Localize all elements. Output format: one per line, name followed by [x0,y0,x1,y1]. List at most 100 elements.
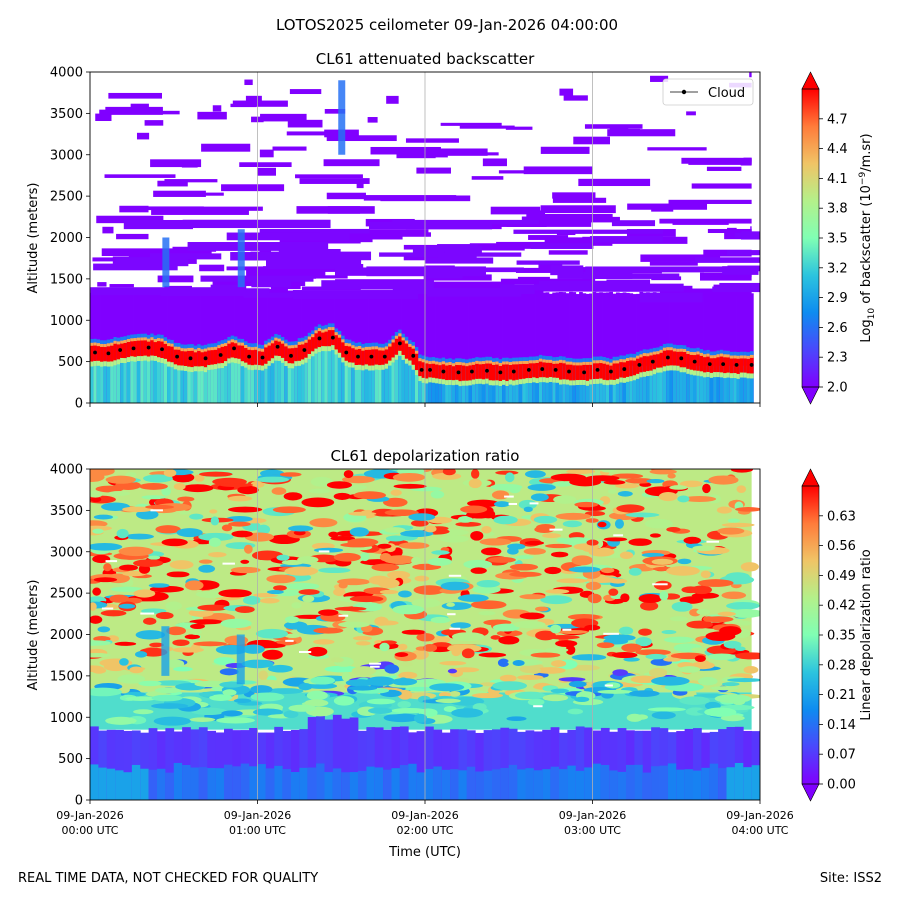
depolarization-surface-cell [332,768,342,800]
backscatter-cloud-cell [391,340,396,358]
backscatter-cloud-edge [562,360,567,364]
backscatter-noise-streak [686,111,696,116]
depolarization-surface-cell [542,769,552,800]
backscatter-surface-cell [418,365,423,403]
backscatter-halo-cell [344,339,349,345]
backscatter-noise-streak [426,153,448,158]
backscatter-halo-cell [562,356,567,362]
backscatter-surface-cell [746,365,751,403]
backscatter-transition-cell [257,364,262,371]
backscatter-bl-cell [646,292,650,403]
backscatter-transition-cell [609,378,613,385]
depolarization-texture [649,667,668,678]
backscatter-cloud-cell [662,348,667,367]
depolarization-bl-cell [508,728,518,800]
depolarization-texture [393,483,427,489]
backscatter-cloud-edge [224,343,228,347]
depolarization-texture [691,592,720,599]
cloud-base-point [203,356,208,361]
backscatter-ytick-label: 2000 [50,231,83,246]
depolarization-surface-cell [508,764,518,800]
backscatter-cloud-edge [659,349,664,353]
depolarization-texture [628,567,642,576]
backscatter-surface-cell [552,365,557,403]
depolarization-texture [333,588,346,597]
backscatter-noise-streak [490,206,541,215]
depolarization-texture [663,657,682,662]
depolarization-texture [494,501,510,508]
backscatter-cloud-edge [187,347,191,351]
backscatter-surface-cell [153,355,158,403]
backscatter-halo-cell [364,343,369,349]
depolarization-texture [562,520,583,528]
backscatter-transition-cell [646,370,650,377]
backscatter-cloud-edge [136,337,141,341]
backscatter-noise-streak [431,148,488,156]
backscatter-transition-cell [217,362,222,369]
backscatter-halo-cell [100,340,104,346]
depolarization-texture [209,509,218,514]
backscatter-transition-cell [569,379,573,386]
depolarization-texture [291,602,302,609]
depolarization-texture [523,506,533,513]
depolarization-texture [135,651,148,658]
backscatter-cloud-cell [495,362,500,381]
backscatter-halo-cell [552,357,557,363]
backscatter-transition-cell [153,355,158,361]
depolarization-texture [326,481,353,489]
cloud-base-point [317,336,322,341]
depolarization-surface-cell [659,765,669,800]
depolarization-ytick-label: 2500 [50,587,83,602]
cloud-base-point [692,359,697,364]
backscatter-transition-cell [575,379,580,386]
backscatter-cloud-edge [743,355,747,359]
backscatter-surface-cell [632,365,637,403]
backscatter-halo-cell [260,344,265,350]
panel-backscatter: CL61 attenuated backscatter 050010001500… [26,50,877,412]
backscatter-cloud-edge [217,345,222,349]
backscatter-bl-cell [605,292,610,403]
backscatter-noise-streak [99,109,151,115]
depolarization-texture [234,606,255,613]
depolarization-gap [652,583,668,586]
backscatter-cloud-cell [545,361,550,378]
backscatter-transition-cell [200,365,205,372]
depolarization-texture [616,504,645,513]
depolarization-surface-cell [366,766,376,800]
backscatter-cloud-edge [364,346,369,350]
backscatter-surface-cell [244,362,248,403]
depolarization-texture [250,692,285,702]
backscatter-noise-streak [403,254,456,261]
depolarization-texture [669,616,689,622]
backscatter-surface-cell [368,365,372,403]
backscatter-transition-cell [532,376,536,383]
backscatter-transition-cell [488,379,493,386]
backscatter-cloud-cell [475,362,479,379]
backscatter-surface-cell [270,358,275,403]
cloud-base-point [650,359,655,364]
backscatter-halo-cell [662,343,667,349]
depolarization-texture [408,513,436,521]
depolarization-texture [307,646,328,657]
backscatter-transition-cell [351,361,356,368]
backscatter-transition-cell [113,359,118,366]
depolarization-texture [491,490,510,500]
depolarization-ytick-label: 1500 [50,669,83,684]
depolarization-cbtick-label: 0.28 [827,658,856,673]
depolarization-texture [530,493,549,502]
backscatter-cloud-edge [666,347,670,351]
backscatter-bl-cell [626,292,630,403]
backscatter-transition-cell [361,364,366,371]
backscatter-noise-streak [437,244,479,252]
depolarization-texture [413,585,446,595]
depolarization-texture [178,510,192,515]
backscatter-noise-streak [109,284,134,288]
backscatter-cloud-edge [532,360,536,364]
backscatter-noise-streak [149,253,222,260]
backscatter-transition-cell [582,379,587,385]
backscatter-halo-cell [582,358,587,364]
backscatter-surface-cell [438,365,443,403]
depolarization-surface-cell [684,769,694,800]
backscatter-cloud-edge [257,348,262,352]
depolarization-texture [721,682,740,687]
